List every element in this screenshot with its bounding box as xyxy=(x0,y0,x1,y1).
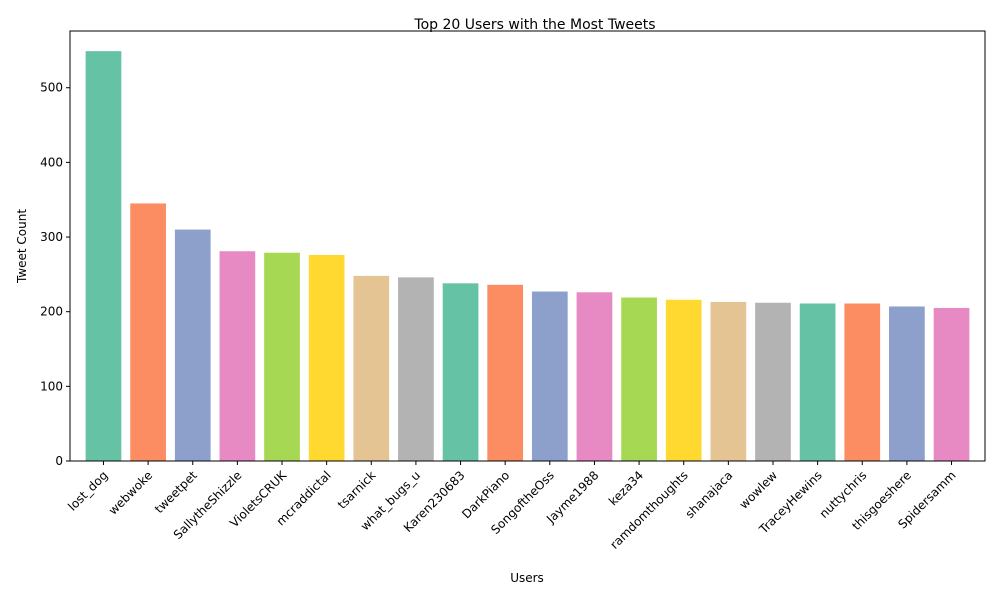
bar-ramdomthoughts xyxy=(665,299,702,461)
x-tick-label: webwoke xyxy=(106,468,155,517)
bar-keza34 xyxy=(621,297,657,461)
y-tick-label: 200 xyxy=(40,305,63,319)
y-tick-label: 300 xyxy=(40,230,63,244)
bar-shanajaca xyxy=(710,301,747,461)
bar-Spidersamm xyxy=(933,307,970,461)
chart-title: Top 20 Users with the Most Tweets xyxy=(413,17,655,33)
x-axis-label: Users xyxy=(510,571,544,585)
bar-nuttychris xyxy=(844,303,881,461)
bar-tsarnick xyxy=(353,275,390,461)
y-tick-label: 500 xyxy=(40,81,63,95)
y-tick-label: 400 xyxy=(40,155,63,169)
bar-SongoftheOss xyxy=(531,291,568,461)
bar-tweetpet xyxy=(174,229,211,461)
x-tick-label: shanajaca xyxy=(683,468,736,521)
y-tick-label: 0 xyxy=(55,454,63,468)
bar-Karen230683 xyxy=(442,283,479,461)
x-tick-label: lost_dog xyxy=(65,468,110,513)
y-tick-label: 100 xyxy=(40,379,63,393)
bar-TraceyHewins xyxy=(799,303,836,461)
bar-VioletsCRUK xyxy=(264,252,300,461)
bars-group xyxy=(85,51,970,461)
x-tick-label: wowlew xyxy=(737,468,781,512)
bar-thisgoeshere xyxy=(889,306,925,461)
x-tick-label: keza34 xyxy=(606,468,646,508)
bar-Jayme1988 xyxy=(576,292,613,461)
y-axis-label: Tweet Count xyxy=(15,209,29,284)
x-tick-label: ramdomthoughts xyxy=(607,468,690,551)
bar-wowlew xyxy=(755,302,791,461)
x-axis: lost_dogwebwoketweetpetSallytheShizzleVi… xyxy=(65,461,959,552)
bar-what_bugs_u xyxy=(398,277,434,461)
bar-DarkPiano xyxy=(487,284,524,461)
bar-webwoke xyxy=(130,203,166,461)
x-tick-label: tsarnick xyxy=(335,468,379,512)
plot-frame xyxy=(69,30,986,462)
bar-SallytheShizzle xyxy=(219,251,256,461)
y-axis: 0 100 200 300 400 500 xyxy=(40,81,70,468)
bar-lost_dog xyxy=(85,51,122,461)
bar-mcraddictal xyxy=(308,254,345,461)
